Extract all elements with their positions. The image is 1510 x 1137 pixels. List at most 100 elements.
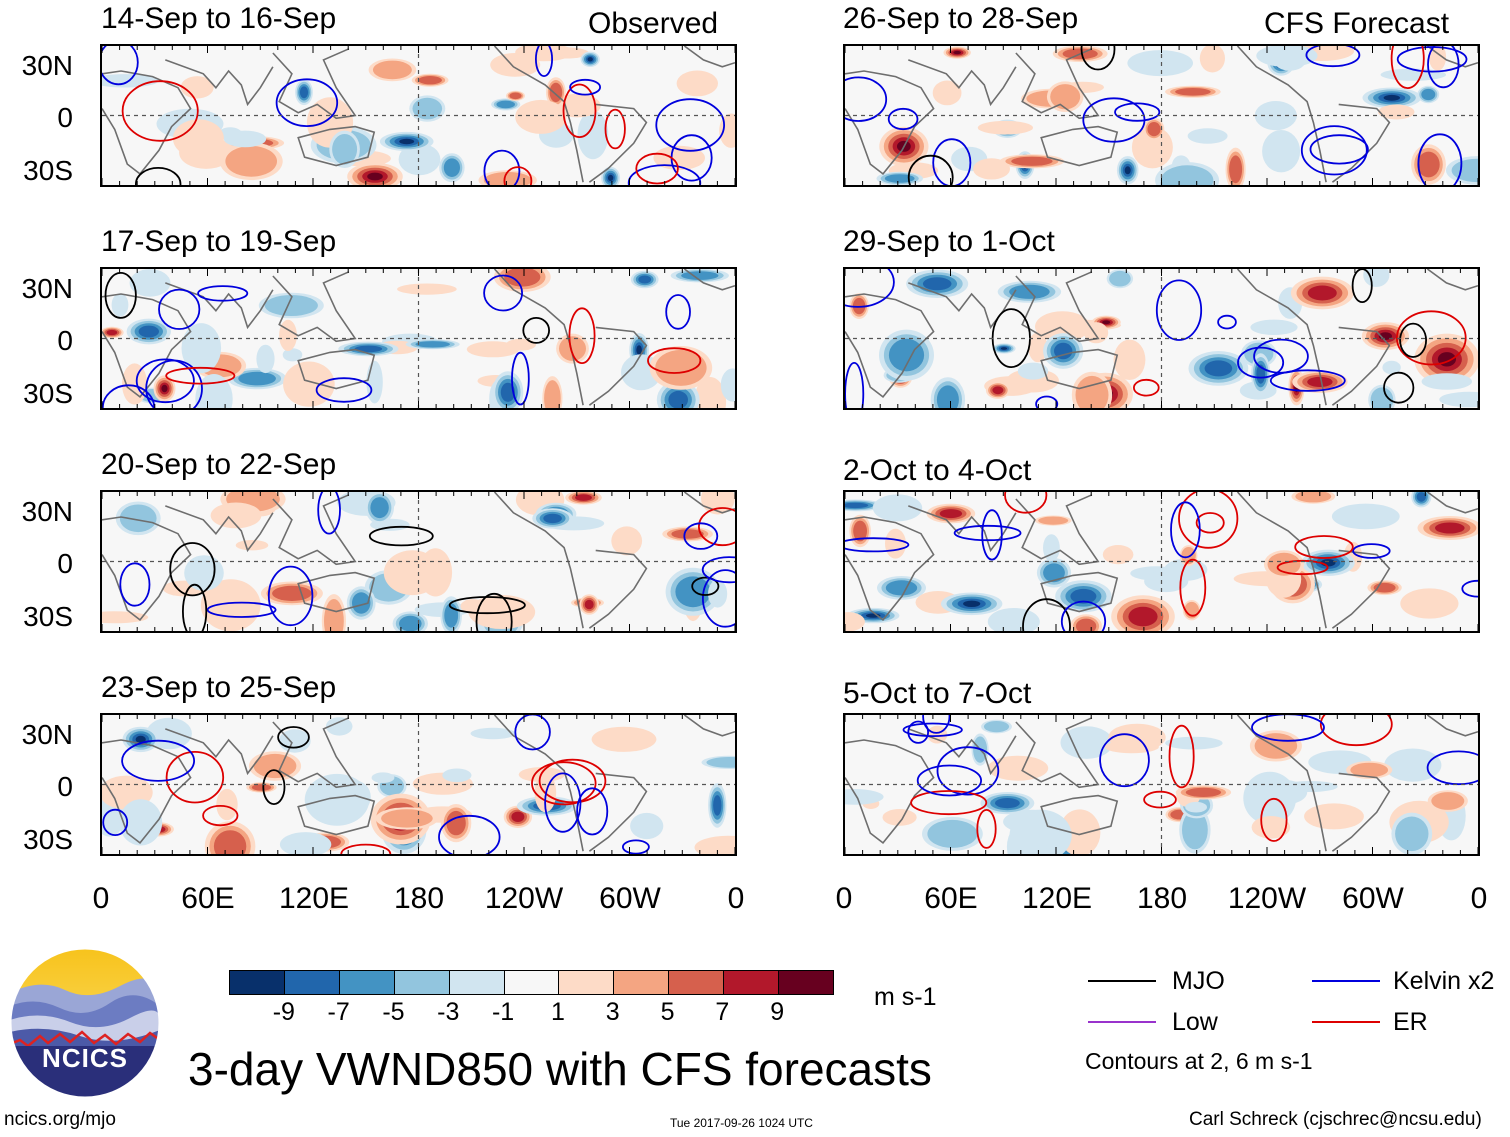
positive-anomaly xyxy=(1267,552,1301,576)
kelvin-contour xyxy=(1099,733,1150,788)
map-panel-obs-3 xyxy=(100,490,737,633)
positive-anomaly xyxy=(200,579,261,631)
negative-anomaly xyxy=(282,348,303,362)
positive-anomaly xyxy=(446,810,466,836)
negative-anomaly xyxy=(443,158,460,177)
positive-anomaly xyxy=(544,380,561,408)
negative-anomaly xyxy=(1054,342,1073,360)
negative-anomaly xyxy=(1395,816,1429,852)
panel-title: 23-Sep to 25-Sep xyxy=(101,671,337,704)
x-tick-label: 60E xyxy=(924,882,978,915)
negative-anomaly xyxy=(1439,391,1478,408)
kelvin-contour xyxy=(683,522,719,550)
er-contour xyxy=(1390,46,1425,89)
kelvin-contour xyxy=(483,149,521,185)
kelvin-contour xyxy=(102,808,129,837)
x-tick-label: 0 xyxy=(1470,882,1488,915)
positive-anomaly xyxy=(1350,762,1389,778)
negative-anomaly xyxy=(1017,362,1049,380)
coastline xyxy=(683,269,735,291)
negative-anomaly xyxy=(500,382,515,402)
positive-anomaly xyxy=(102,611,149,624)
x-tick-label: 0 xyxy=(727,882,745,915)
coastline xyxy=(908,59,1017,107)
kelvin-contour xyxy=(1155,279,1203,341)
colorbar-tick-label: -5 xyxy=(382,998,405,1026)
negative-anomaly xyxy=(1416,492,1426,502)
er-contour xyxy=(1178,492,1239,549)
negative-anomaly xyxy=(370,497,389,519)
negative-anomaly xyxy=(1274,50,1306,71)
negative-anomaly xyxy=(587,57,593,62)
mjo-contour xyxy=(475,592,513,631)
negative-anomaly xyxy=(1382,360,1401,375)
positive-anomaly xyxy=(216,788,238,821)
x-tick-label: 0 xyxy=(835,882,853,915)
colorbar xyxy=(229,970,834,995)
negative-anomaly xyxy=(1262,130,1301,173)
footer-url: ncics.org/mjo xyxy=(4,1109,116,1130)
coastline xyxy=(272,271,357,343)
coastline xyxy=(588,103,648,183)
kelvin-contour xyxy=(845,76,888,122)
negative-anomaly xyxy=(1187,128,1228,144)
positive-anomaly xyxy=(1199,46,1225,73)
x-tick-label: 180 xyxy=(1136,882,1188,915)
map-svg xyxy=(102,46,735,185)
positive-anomaly xyxy=(559,336,586,361)
kelvin-contour xyxy=(576,787,609,836)
positive-anomaly xyxy=(655,349,707,386)
er-contour xyxy=(165,751,225,804)
positive-anomaly xyxy=(172,119,224,158)
positive-anomaly xyxy=(1028,332,1048,363)
kelvin-contour xyxy=(1461,579,1478,598)
negative-anomaly xyxy=(713,795,722,816)
forecast-header: CFS Forecast xyxy=(1264,7,1450,40)
positive-anomaly xyxy=(992,386,1004,395)
negative-anomaly xyxy=(1384,748,1442,782)
er-contour xyxy=(531,761,597,806)
y-tick-label: 0 xyxy=(57,771,73,802)
observed-header: Observed xyxy=(588,7,719,40)
er-contour xyxy=(647,347,702,374)
coastline xyxy=(1040,794,1119,836)
positive-anomaly xyxy=(225,145,277,177)
map-svg xyxy=(102,492,735,631)
positive-anomaly xyxy=(213,830,247,854)
kelvin-contour xyxy=(121,739,195,782)
x-tick-label: 0 xyxy=(92,882,110,915)
er-contour xyxy=(340,843,392,854)
coastline xyxy=(1331,103,1391,183)
colorbar-tick-label: -9 xyxy=(272,998,295,1026)
mjo-contour xyxy=(448,596,526,615)
y-tick-label: 30N xyxy=(21,719,73,750)
negative-anomaly xyxy=(135,735,146,743)
negative-anomaly xyxy=(884,174,915,183)
kelvin-contour xyxy=(1300,125,1368,176)
kelvin-contour xyxy=(936,746,1000,796)
coastline xyxy=(1426,492,1478,514)
positive-anomaly xyxy=(466,341,520,358)
positive-anomaly xyxy=(676,70,718,97)
colorbar-units: m s-1 xyxy=(874,983,937,1011)
colorbar-swatch xyxy=(448,971,504,994)
negative-anomaly xyxy=(1250,319,1298,335)
coastline xyxy=(165,505,274,553)
kelvin-contour xyxy=(535,46,553,77)
positive-anomaly xyxy=(1038,516,1069,525)
coastline xyxy=(1236,269,1327,406)
positive-anomaly xyxy=(1128,606,1158,627)
er-contour xyxy=(538,758,607,804)
negative-anomaly xyxy=(963,600,981,607)
map-panel-fcst-3 xyxy=(843,490,1480,633)
er-contour xyxy=(1143,790,1177,809)
x-tick-label: 60W xyxy=(1342,882,1404,915)
coastline xyxy=(1331,326,1391,406)
negative-anomaly xyxy=(332,134,358,165)
colorbar-tick-label: -1 xyxy=(491,998,515,1026)
kelvin-contour xyxy=(922,715,951,734)
positive-anomaly xyxy=(671,529,704,539)
negative-anomaly xyxy=(1383,94,1400,101)
positive-anomaly xyxy=(977,120,1033,135)
positive-anomaly xyxy=(1229,155,1243,184)
